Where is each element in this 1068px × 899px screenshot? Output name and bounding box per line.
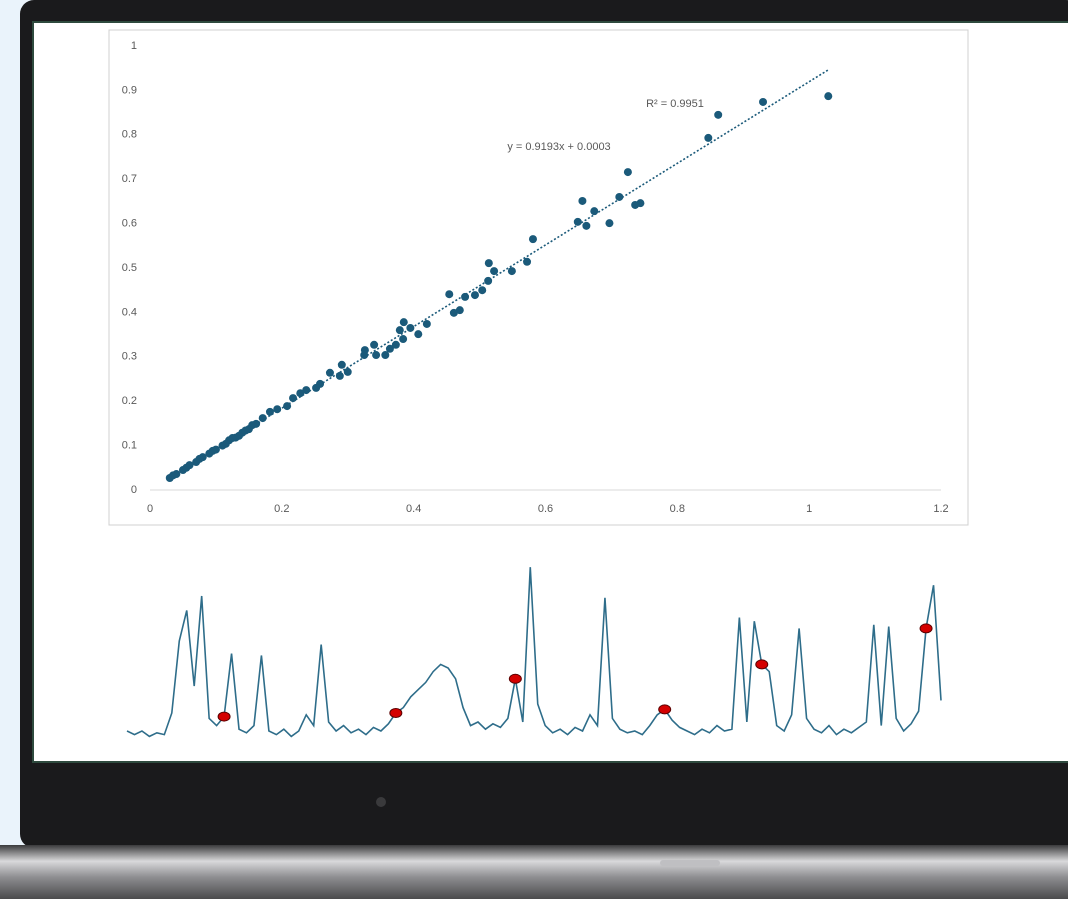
point bbox=[485, 259, 493, 267]
page: 0 0.1 0.2 0.3 0.4 0.5 0.6 0.7 0.8 0.9 1 0 0.2 0.4 0.6 0… bbox=[0, 0, 1068, 899]
point bbox=[406, 324, 414, 332]
point bbox=[714, 111, 722, 119]
point bbox=[326, 369, 334, 377]
x-tick-label: 0.8 bbox=[670, 503, 685, 515]
point bbox=[484, 277, 492, 285]
point bbox=[235, 432, 243, 440]
r-squared: R² = 0.9951 bbox=[646, 98, 704, 110]
point bbox=[296, 389, 304, 397]
point bbox=[169, 471, 177, 479]
peak-marker bbox=[659, 705, 671, 714]
y-tick-label: 0.9 bbox=[122, 84, 137, 96]
laptop-base bbox=[0, 845, 1068, 899]
chart-area bbox=[109, 30, 968, 525]
point bbox=[338, 361, 346, 369]
peak-marker bbox=[509, 674, 521, 683]
point bbox=[445, 290, 453, 298]
point bbox=[624, 168, 632, 176]
y-tick-label: 0.1 bbox=[122, 440, 137, 452]
peak-marker bbox=[756, 660, 768, 669]
y-tick-label: 0.3 bbox=[122, 351, 137, 363]
point bbox=[615, 193, 623, 201]
y-tick-label: 0.5 bbox=[122, 262, 137, 274]
hinge-notch bbox=[660, 860, 720, 866]
x-tick-label: 0.2 bbox=[274, 503, 289, 515]
point bbox=[423, 320, 431, 328]
point bbox=[399, 335, 407, 343]
point bbox=[372, 351, 380, 359]
point bbox=[605, 219, 613, 227]
point bbox=[508, 267, 516, 275]
y-tick-label: 0 bbox=[131, 484, 137, 496]
peak-marker bbox=[218, 712, 230, 721]
point bbox=[242, 427, 250, 435]
x-tick-label: 0.6 bbox=[538, 503, 553, 515]
point bbox=[273, 405, 281, 413]
point bbox=[289, 394, 297, 402]
x-tick-label: 1.2 bbox=[933, 503, 948, 515]
point bbox=[450, 309, 458, 317]
point bbox=[478, 286, 486, 294]
point bbox=[336, 372, 344, 380]
point bbox=[490, 267, 498, 275]
y-tick-label: 0.7 bbox=[122, 173, 137, 185]
point bbox=[523, 258, 531, 266]
x-tick-label: 0.4 bbox=[406, 503, 421, 515]
point bbox=[259, 414, 267, 422]
point bbox=[381, 351, 389, 359]
point bbox=[582, 222, 590, 230]
y-tick-label: 1 bbox=[131, 40, 137, 52]
point bbox=[209, 447, 217, 455]
point bbox=[312, 384, 320, 392]
laptop-scene: 0 0.1 0.2 0.3 0.4 0.5 0.6 0.7 0.8 0.9 1 0 0.2 0.4 0.6 0… bbox=[0, 0, 1068, 899]
point bbox=[396, 326, 404, 334]
point bbox=[283, 402, 291, 410]
point bbox=[590, 207, 598, 215]
y-tick-label: 0.8 bbox=[122, 129, 137, 141]
point bbox=[370, 341, 378, 349]
point bbox=[248, 421, 256, 429]
point bbox=[704, 134, 712, 142]
point bbox=[400, 318, 408, 326]
point bbox=[759, 98, 767, 106]
point bbox=[195, 455, 203, 463]
y-tick-label: 0.6 bbox=[122, 218, 137, 230]
y-tick-label: 0.4 bbox=[122, 306, 137, 318]
point bbox=[631, 201, 639, 209]
trendline-equation: y = 0.9193x + 0.0003 bbox=[507, 141, 610, 153]
point bbox=[182, 464, 190, 472]
y-tick-label: 0.2 bbox=[122, 395, 137, 407]
point bbox=[471, 291, 479, 299]
point bbox=[414, 330, 422, 338]
x-tick-label: 0 bbox=[147, 503, 153, 515]
point bbox=[461, 293, 469, 301]
point bbox=[360, 351, 368, 359]
peak-marker bbox=[390, 709, 402, 718]
point bbox=[529, 235, 537, 243]
x-tick-label: 1 bbox=[806, 503, 812, 515]
point bbox=[222, 440, 230, 448]
point bbox=[266, 408, 274, 416]
point bbox=[824, 92, 832, 100]
point bbox=[574, 218, 582, 226]
camera bbox=[376, 797, 386, 807]
point bbox=[578, 197, 586, 205]
peak-marker bbox=[920, 624, 932, 633]
point bbox=[344, 368, 352, 376]
